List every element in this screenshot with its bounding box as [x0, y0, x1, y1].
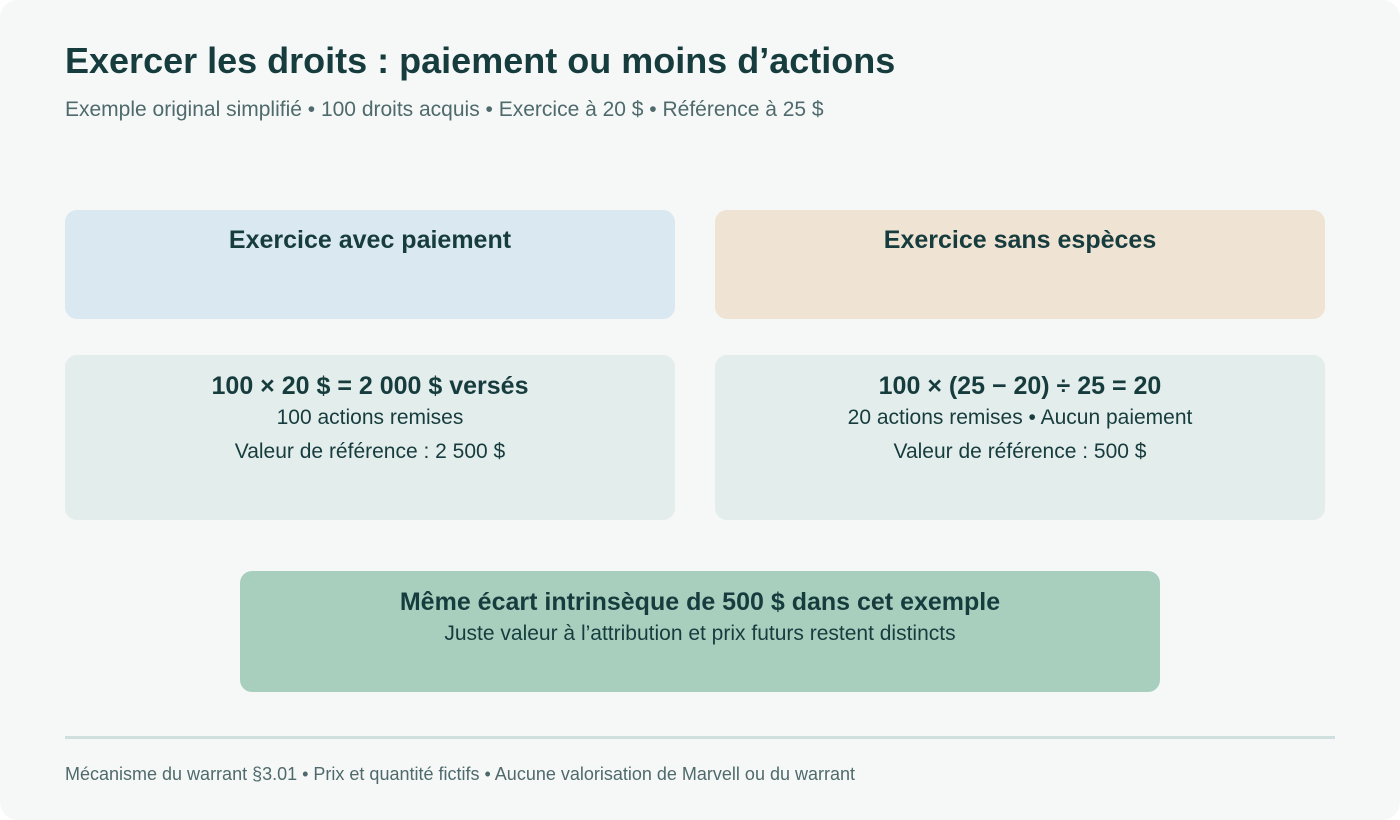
cash-exercise-header: Exercice avec paiement: [65, 210, 675, 319]
result-title: Même écart intrinsèque de 500 $ dans cet…: [399, 588, 1001, 616]
cash-formula: 100 × 20 $ = 2 000 $ versés: [211, 372, 529, 400]
cash-shares-delivered: 100 actions remises: [276, 406, 464, 429]
cash-exercise-detail: 100 × 20 $ = 2 000 $ versés 100 actions …: [65, 355, 675, 520]
footer-divider: [65, 736, 1335, 739]
page-title: Exercer les droits : paiement ou moins d…: [65, 40, 896, 81]
result-subtitle: Juste valeur à l’attribution et prix fut…: [444, 622, 956, 645]
cashless-exercise-heading: Exercice sans espèces: [883, 226, 1157, 254]
cash-reference-value: Valeur de référence : 2 500 $: [234, 440, 506, 463]
cashless-shares-delivered: 20 actions remises • Aucun paiement: [847, 406, 1193, 429]
cashless-exercise-detail: 100 × (25 − 20) ÷ 25 = 20 20 actions rem…: [715, 355, 1325, 520]
cashless-formula: 100 × (25 − 20) ÷ 25 = 20: [878, 372, 1162, 400]
footer-note: Mécanisme du warrant §3.01 • Prix et qua…: [65, 764, 855, 784]
cashless-reference-value: Valeur de référence : 500 $: [893, 440, 1147, 463]
cashless-exercise-header: Exercice sans espèces: [715, 210, 1325, 319]
result-summary-box: Même écart intrinsèque de 500 $ dans cet…: [240, 571, 1160, 692]
page-subtitle: Exemple original simplifié • 100 droits …: [65, 98, 824, 121]
cash-exercise-heading: Exercice avec paiement: [228, 226, 512, 254]
